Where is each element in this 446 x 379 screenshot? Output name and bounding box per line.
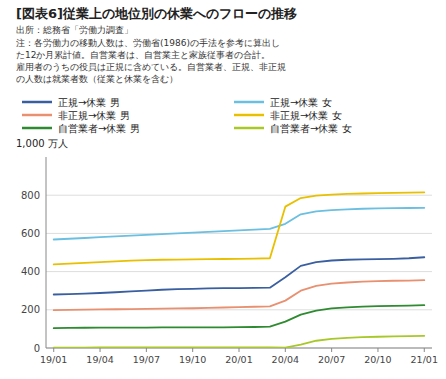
y-tick-label: 600 bbox=[21, 228, 40, 239]
annotation: 雇用者のうちの役員は正規に含めている。自営業者、正規、非正規 bbox=[16, 62, 286, 72]
x-tick-label: 20/01 bbox=[225, 354, 252, 365]
x-tick-label: 20/07 bbox=[318, 354, 345, 365]
x-tick bbox=[424, 348, 425, 352]
annotation: 注：各労働力の移動人数は、労働省(1986)の手法を参考に算出し bbox=[16, 38, 280, 48]
series-line bbox=[54, 192, 425, 264]
grid-line bbox=[46, 195, 432, 196]
series-lines bbox=[54, 192, 425, 347]
series-line bbox=[54, 305, 425, 328]
legend-label: 自営業者→休業 男 bbox=[58, 123, 140, 134]
title: [図表6]従業上の地位別の休業へのフローの推移 bbox=[16, 6, 297, 21]
annotation: た12か月累計値。自営業者は、自営業主と家族従事者の合計。 bbox=[16, 50, 270, 60]
x-tick-label: 21/01 bbox=[411, 354, 438, 365]
grid-line bbox=[46, 233, 432, 234]
legend-label: 正規→休業 男 bbox=[58, 97, 120, 108]
y-tick-label: 400 bbox=[21, 266, 40, 277]
grid-line bbox=[46, 271, 432, 272]
series-line bbox=[54, 336, 425, 348]
x-tick bbox=[146, 348, 147, 352]
legend-swatch bbox=[22, 101, 52, 104]
x-tick-label: 19/01 bbox=[40, 354, 67, 365]
subtitle: 出所：総務省「労働力調査」 bbox=[16, 25, 133, 35]
legend-swatch bbox=[234, 127, 264, 130]
y-tick-label: 0 bbox=[34, 343, 40, 354]
y-axis-line bbox=[46, 157, 47, 348]
legend: 正規→休業 男 正規→休業 女非正規→休業 男 非正規→休業 女自営業者→休業 男 自… bbox=[22, 97, 352, 134]
x-tick-label: 19/10 bbox=[179, 354, 206, 365]
legend-swatch bbox=[234, 114, 264, 117]
legend-label: 自営業者→休業 女 bbox=[270, 123, 352, 134]
y-axis: 0 200 400 600 800 bbox=[21, 157, 432, 354]
x-tick bbox=[100, 348, 101, 352]
annotation: の人数は就業者数（従業と休業を含む） bbox=[16, 74, 178, 84]
series-line bbox=[54, 208, 425, 240]
x-tick bbox=[331, 348, 332, 352]
y-tick-label: 200 bbox=[21, 304, 40, 315]
x-tick bbox=[53, 348, 54, 352]
chart: [図表6]従業上の地位別の休業へのフローの推移出所：総務省「労働力調査」注：各労… bbox=[0, 0, 446, 379]
x-tick bbox=[239, 348, 240, 352]
x-axis: 19/01 19/04 19/07 19/10 20/01 20/04 20/07 20/10… bbox=[40, 348, 438, 365]
y-tick-label: 800 bbox=[21, 190, 40, 201]
x-tick bbox=[377, 348, 378, 352]
x-tick-label: 19/07 bbox=[133, 354, 160, 365]
legend-label: 非正規→休業 男 bbox=[58, 110, 130, 121]
x-tick bbox=[285, 348, 286, 352]
legend-swatch bbox=[234, 101, 264, 104]
legend-swatch bbox=[22, 127, 52, 130]
legend-label: 非正規→休業 女 bbox=[270, 110, 342, 121]
x-tick-label: 20/10 bbox=[364, 354, 391, 365]
legend-label: 正規→休業 女 bbox=[270, 97, 332, 108]
legend-swatch bbox=[22, 114, 52, 117]
x-tick-label: 19/04 bbox=[86, 354, 113, 365]
y-axis-label: 1,000 万人 bbox=[16, 138, 68, 149]
series-line bbox=[54, 257, 425, 294]
x-tick-label: 20/04 bbox=[272, 354, 299, 365]
x-tick bbox=[192, 348, 193, 352]
